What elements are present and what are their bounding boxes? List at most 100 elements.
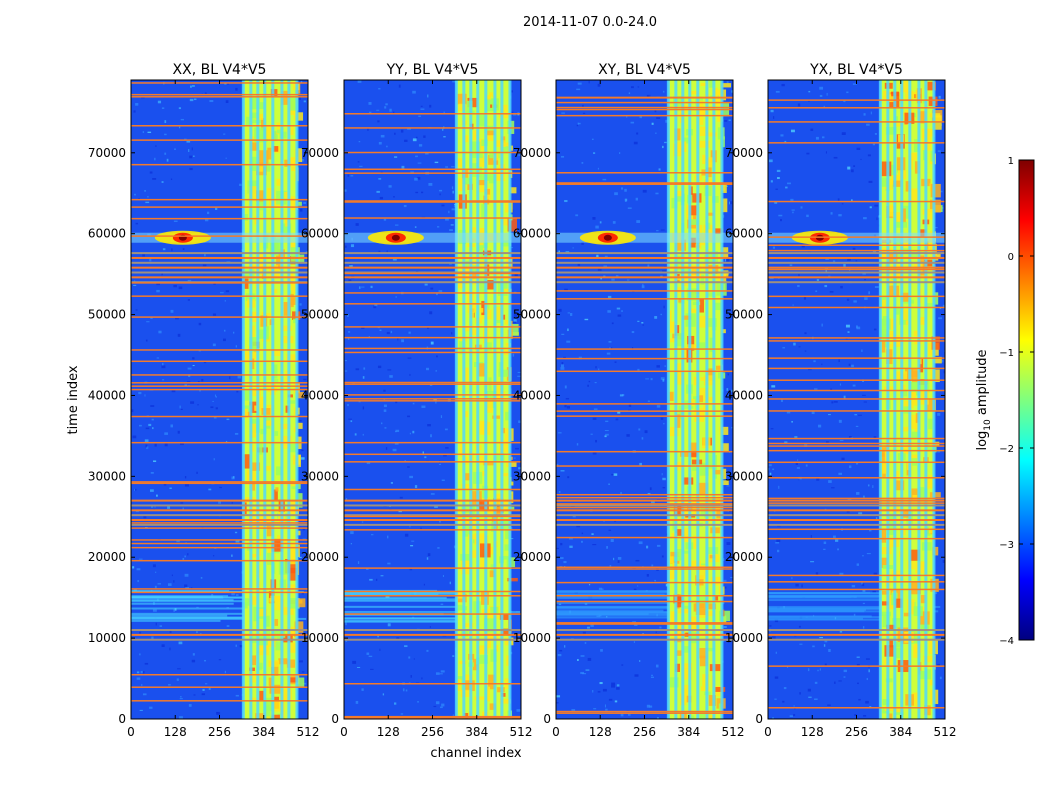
x-tick-label: 0 bbox=[127, 725, 135, 739]
flag-line bbox=[768, 502, 945, 504]
noise-speck bbox=[142, 254, 146, 257]
flag-line bbox=[768, 509, 945, 512]
noise-speck bbox=[655, 132, 657, 134]
x-tick-label: 256 bbox=[845, 725, 868, 739]
y-tick-label: 0 bbox=[118, 712, 126, 726]
band-patch bbox=[693, 535, 699, 549]
band-patch bbox=[256, 190, 265, 202]
noise-speck bbox=[352, 660, 357, 664]
noise-speck bbox=[825, 258, 829, 260]
noise-speck bbox=[425, 152, 429, 155]
noise-speck bbox=[152, 427, 154, 430]
noise-speck bbox=[658, 168, 661, 171]
flag-line bbox=[131, 514, 308, 517]
noise-speck bbox=[594, 382, 597, 384]
flag-line bbox=[768, 504, 945, 507]
noise-speck bbox=[617, 314, 622, 317]
band-patch bbox=[259, 441, 263, 455]
noise-speck bbox=[135, 309, 138, 311]
band-patch bbox=[715, 687, 726, 692]
noise-speck bbox=[415, 191, 419, 194]
band-patch bbox=[698, 387, 710, 401]
flag-line bbox=[556, 581, 733, 584]
flag-line bbox=[556, 710, 733, 713]
noise-speck bbox=[724, 258, 727, 262]
noise-speck bbox=[424, 283, 428, 286]
noise-speck bbox=[409, 373, 411, 376]
noise-speck bbox=[620, 713, 624, 717]
band-patch bbox=[926, 303, 934, 309]
noise-speck bbox=[729, 255, 733, 259]
noise-speck bbox=[797, 284, 800, 288]
flag-line bbox=[768, 142, 945, 144]
band-patch bbox=[505, 529, 510, 539]
flag-line bbox=[768, 389, 945, 392]
band-patch bbox=[252, 462, 261, 471]
noise-speck bbox=[414, 226, 417, 228]
band-patch bbox=[486, 342, 492, 352]
noise-speck bbox=[727, 373, 730, 376]
band-patch bbox=[279, 423, 291, 430]
band-patch bbox=[705, 610, 715, 617]
noise-speck bbox=[626, 115, 628, 118]
band-patch bbox=[892, 618, 902, 629]
noise-speck bbox=[439, 520, 441, 523]
band-patch bbox=[699, 655, 709, 667]
noise-speck bbox=[726, 258, 730, 262]
band-patch bbox=[927, 81, 937, 91]
noise-speck bbox=[361, 327, 365, 329]
noise-speck bbox=[604, 435, 607, 438]
noise-speck bbox=[357, 161, 360, 163]
y-tick-label: 70000 bbox=[301, 146, 339, 160]
band-patch bbox=[289, 549, 298, 565]
noise-speck bbox=[560, 557, 564, 560]
noise-speck bbox=[513, 113, 517, 116]
flag-line bbox=[768, 261, 945, 264]
noise-speck bbox=[575, 214, 579, 217]
flag-line bbox=[768, 398, 945, 400]
band-patch bbox=[257, 666, 262, 671]
band-patch bbox=[464, 623, 474, 628]
rfi-streak bbox=[131, 614, 228, 617]
noise-speck bbox=[196, 606, 199, 608]
noise-speck bbox=[634, 674, 639, 677]
noise-speck bbox=[429, 626, 431, 628]
noise-speck bbox=[235, 345, 237, 348]
flag-line bbox=[344, 252, 521, 255]
y-axis-label: time index bbox=[66, 365, 81, 434]
noise-speck bbox=[814, 698, 818, 701]
flag-line bbox=[344, 504, 521, 507]
noise-speck bbox=[608, 698, 613, 701]
band-patch bbox=[689, 442, 698, 457]
noise-speck bbox=[599, 682, 603, 685]
noise-speck bbox=[587, 626, 590, 629]
band-patch bbox=[703, 375, 714, 386]
band-patch bbox=[699, 126, 709, 136]
noise-speck bbox=[379, 196, 384, 200]
noise-speck bbox=[868, 484, 870, 487]
noise-speck bbox=[361, 521, 364, 523]
band-patch bbox=[461, 483, 470, 490]
noise-speck bbox=[177, 430, 180, 434]
band-patch bbox=[905, 320, 909, 325]
noise-speck bbox=[621, 310, 623, 313]
noise-speck bbox=[170, 178, 173, 181]
noise-speck bbox=[633, 141, 638, 145]
band-patch bbox=[470, 550, 478, 558]
noise-speck bbox=[157, 100, 162, 104]
band-patch bbox=[929, 527, 934, 534]
noise-speck bbox=[518, 420, 521, 423]
band-patch bbox=[264, 705, 271, 719]
flag-line bbox=[344, 529, 521, 531]
colorbar-tick-label: −4 bbox=[999, 636, 1014, 647]
noise-speck bbox=[186, 140, 191, 143]
flag-line bbox=[344, 441, 521, 444]
noise-speck bbox=[861, 349, 863, 352]
band-patch bbox=[908, 188, 919, 201]
noise-speck bbox=[348, 331, 351, 333]
y-tick-label: 10000 bbox=[301, 631, 339, 645]
noise-speck bbox=[729, 452, 731, 454]
noise-speck bbox=[838, 359, 840, 363]
band-patch bbox=[487, 500, 497, 514]
noise-speck bbox=[823, 644, 826, 647]
